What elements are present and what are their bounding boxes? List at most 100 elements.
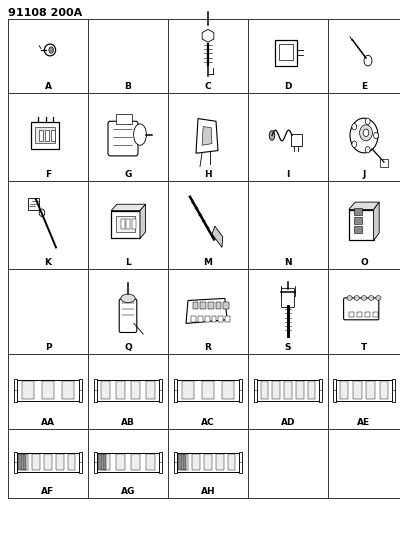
- Text: I: I: [286, 170, 290, 179]
- Text: G: G: [124, 170, 132, 179]
- Bar: [116, 216, 135, 232]
- Bar: [97, 380, 159, 401]
- Bar: [319, 379, 322, 402]
- Bar: [79, 379, 82, 402]
- Bar: [39, 130, 43, 141]
- Text: AC: AC: [201, 418, 215, 427]
- Polygon shape: [202, 29, 214, 42]
- Bar: [94, 379, 97, 402]
- Bar: [357, 312, 362, 317]
- Bar: [353, 382, 362, 399]
- Bar: [380, 159, 388, 167]
- Text: A: A: [44, 82, 52, 91]
- Bar: [366, 382, 375, 399]
- Text: AA: AA: [41, 418, 55, 427]
- FancyBboxPatch shape: [344, 298, 379, 320]
- Bar: [291, 134, 302, 146]
- Bar: [284, 382, 292, 399]
- Bar: [373, 312, 378, 317]
- Bar: [159, 451, 162, 473]
- Bar: [216, 302, 221, 309]
- Bar: [354, 217, 362, 224]
- Ellipse shape: [354, 295, 359, 301]
- Bar: [272, 382, 280, 399]
- Bar: [174, 379, 177, 402]
- Polygon shape: [111, 204, 146, 211]
- Bar: [239, 379, 242, 402]
- FancyBboxPatch shape: [108, 122, 138, 156]
- Ellipse shape: [376, 295, 381, 301]
- Bar: [198, 317, 203, 322]
- FancyBboxPatch shape: [275, 40, 297, 66]
- Text: J: J: [362, 170, 366, 179]
- Text: C: C: [205, 82, 211, 91]
- Text: T: T: [361, 343, 367, 352]
- Bar: [193, 302, 198, 309]
- Bar: [32, 454, 40, 471]
- Bar: [354, 208, 362, 215]
- Bar: [68, 454, 75, 471]
- Bar: [257, 380, 319, 401]
- Text: 91108 200A: 91108 200A: [8, 8, 82, 18]
- Bar: [218, 317, 223, 322]
- Bar: [44, 454, 52, 471]
- Bar: [18, 454, 22, 471]
- Bar: [349, 312, 354, 317]
- Bar: [131, 382, 140, 399]
- Bar: [146, 382, 155, 399]
- Ellipse shape: [360, 125, 372, 141]
- Bar: [336, 380, 392, 401]
- Bar: [51, 130, 55, 141]
- Bar: [225, 317, 230, 322]
- Bar: [28, 198, 39, 210]
- Bar: [354, 226, 362, 233]
- Bar: [79, 451, 82, 473]
- Bar: [17, 380, 79, 401]
- Bar: [116, 382, 125, 399]
- Ellipse shape: [369, 295, 374, 301]
- Text: O: O: [360, 258, 368, 267]
- Text: AE: AE: [358, 418, 370, 427]
- Bar: [177, 380, 239, 401]
- Text: AB: AB: [121, 418, 135, 427]
- Bar: [192, 454, 200, 471]
- Text: M: M: [204, 258, 212, 267]
- Text: H: H: [204, 170, 212, 179]
- Text: N: N: [284, 258, 292, 267]
- Ellipse shape: [44, 44, 56, 56]
- Ellipse shape: [49, 47, 54, 53]
- Circle shape: [374, 132, 378, 139]
- Circle shape: [363, 129, 369, 136]
- Bar: [222, 382, 234, 399]
- Bar: [223, 302, 229, 309]
- Bar: [94, 451, 97, 473]
- Ellipse shape: [350, 118, 378, 153]
- Text: B: B: [124, 82, 132, 91]
- Text: R: R: [204, 343, 212, 352]
- FancyBboxPatch shape: [282, 288, 294, 308]
- Ellipse shape: [361, 295, 366, 301]
- Text: AH: AH: [201, 487, 215, 496]
- Bar: [101, 382, 110, 399]
- Ellipse shape: [134, 124, 146, 146]
- Circle shape: [352, 141, 357, 148]
- Bar: [14, 379, 17, 402]
- Bar: [116, 454, 125, 471]
- Text: AF: AF: [42, 487, 54, 496]
- Bar: [131, 454, 140, 471]
- Bar: [183, 454, 186, 471]
- Ellipse shape: [269, 131, 275, 140]
- Text: K: K: [44, 258, 52, 267]
- FancyBboxPatch shape: [111, 211, 140, 238]
- Bar: [204, 454, 212, 471]
- FancyBboxPatch shape: [31, 122, 59, 149]
- Text: Q: Q: [124, 343, 132, 352]
- Bar: [182, 382, 194, 399]
- Bar: [191, 317, 196, 322]
- Text: F: F: [45, 170, 51, 179]
- Bar: [97, 453, 159, 472]
- Text: AG: AG: [121, 487, 135, 496]
- Bar: [205, 317, 210, 322]
- Text: D: D: [284, 82, 292, 91]
- Bar: [216, 454, 224, 471]
